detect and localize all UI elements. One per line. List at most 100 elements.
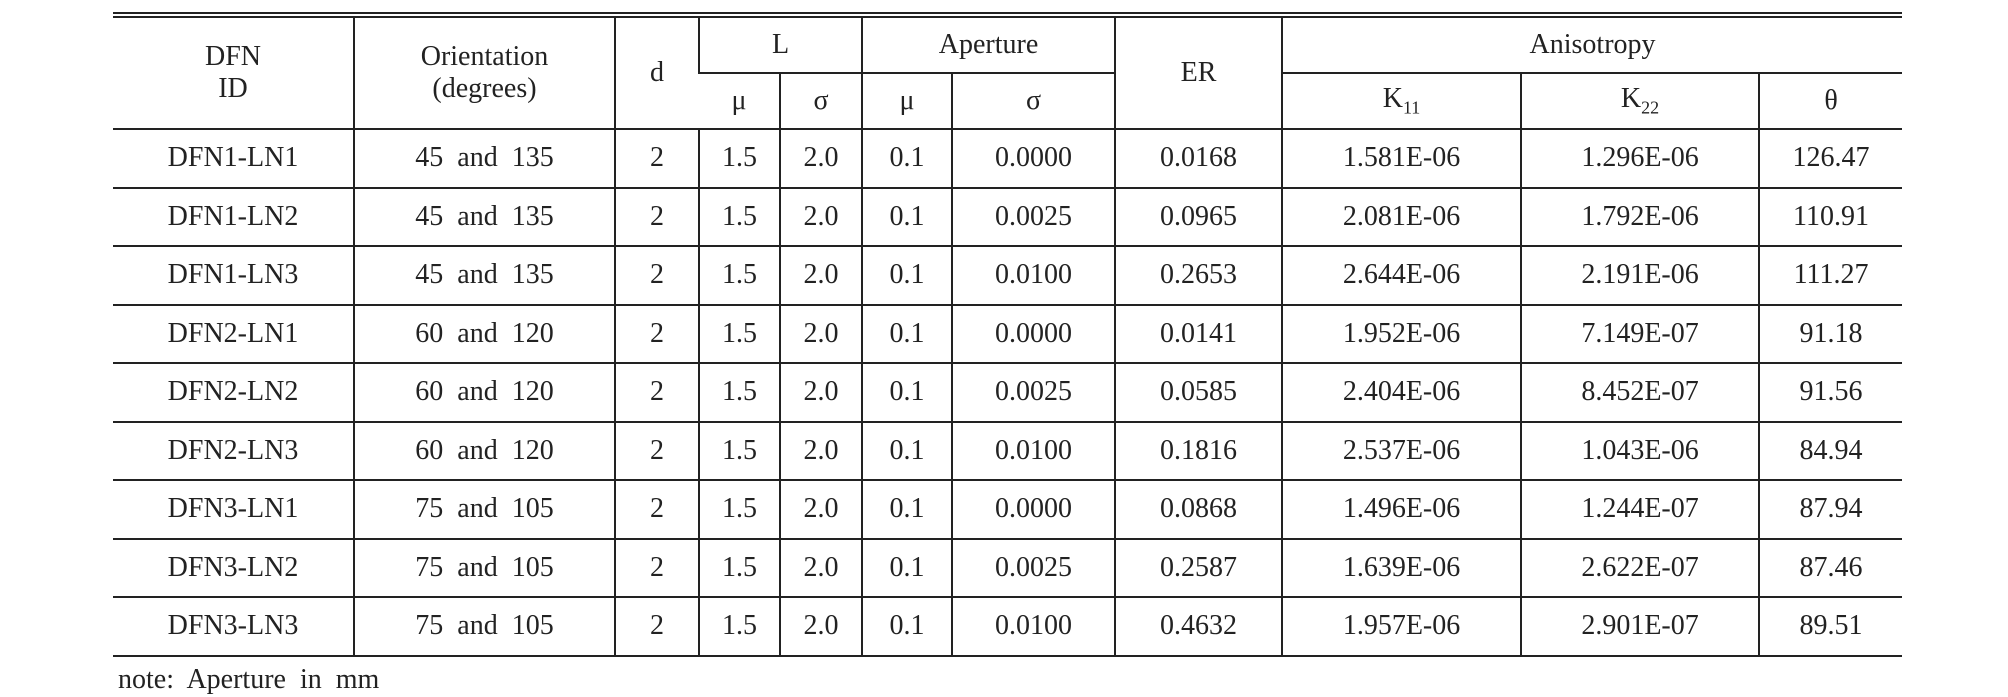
data-cell: DFN2-LN2 <box>113 363 354 423</box>
cell-text: 0.1 <box>889 376 925 408</box>
data-cell: 1.957E-06 <box>1281 597 1522 657</box>
data-cell: 2.0 <box>778 246 863 306</box>
data-cell: 0.0100 <box>951 421 1116 481</box>
data-cell: 1.5 <box>698 597 780 657</box>
data-cell: 89.51 <box>1758 597 1903 657</box>
data-row: DFN1-LN2 45 and 135 2 1.5 2.0 0.1 0.0025 0.0965… <box>113 187 1903 247</box>
cell-text: 2 <box>650 434 664 466</box>
cell-text: 2.0 <box>803 551 839 583</box>
data-cell: 0.2587 <box>1114 538 1283 598</box>
cell-text: 45 and 135 <box>415 259 554 291</box>
data-cell: 0.1 <box>861 304 953 364</box>
cell-text: 45 and 135 <box>415 200 554 232</box>
cell-text: 0.0868 <box>1160 493 1238 525</box>
header-text: σ <box>1025 85 1042 116</box>
header-cell: μ <box>699 73 780 130</box>
data-cell: 0.2653 <box>1114 246 1283 306</box>
cell-text: 89.51 <box>1799 610 1863 642</box>
cell-text: 2 <box>650 551 664 583</box>
cell-text: 8.452E-07 <box>1581 376 1699 408</box>
cell-text: 2.644E-06 <box>1342 259 1461 291</box>
data-cell: DFN1-LN2 <box>113 187 354 247</box>
cell-text: 126.47 <box>1792 142 1870 174</box>
data-cell: 91.56 <box>1758 363 1903 423</box>
data-cell: 8.452E-07 <box>1520 363 1760 423</box>
data-cell: 2 <box>614 246 699 306</box>
data-cell: 1.043E-06 <box>1520 421 1760 481</box>
header-cell: σ <box>951 73 1116 130</box>
data-cell: 2 <box>614 129 699 189</box>
cell-text: 0.1816 <box>1160 434 1238 466</box>
cell-text: 2.622E-07 <box>1581 551 1699 583</box>
cell-text: 1.5 <box>722 434 757 466</box>
header-cell: K22 <box>1520 73 1760 130</box>
cell-text: 0.0585 <box>1160 376 1238 408</box>
cell-text: 1.5 <box>722 551 757 583</box>
data-cell: 1.581E-06 <box>1281 129 1522 189</box>
cell-text: 0.1 <box>889 434 925 466</box>
data-cell: 0.1 <box>861 538 953 598</box>
data-cell: 0.0868 <box>1114 480 1283 540</box>
cell-text: 2.404E-06 <box>1342 376 1461 408</box>
cell-text: 0.1 <box>889 551 925 583</box>
data-cell: 1.5 <box>698 421 780 481</box>
data-cell: 2.0 <box>778 597 863 657</box>
cell-text: 2 <box>650 142 664 174</box>
data-cell: 75 and 105 <box>353 480 615 540</box>
cell-text: 2.191E-06 <box>1581 259 1699 291</box>
header-text: Aperture <box>938 29 1039 60</box>
data-cell: 2 <box>614 304 699 364</box>
data-cell: DFN2-LN3 <box>113 421 354 481</box>
cell-text: 1.296E-06 <box>1581 142 1699 174</box>
data-cell: 0.0000 <box>951 129 1116 189</box>
cell-text: 1.5 <box>722 200 757 232</box>
cell-text: 2 <box>650 376 664 408</box>
cell-text: 0.0000 <box>995 493 1073 525</box>
cell-text: 1.5 <box>722 317 757 349</box>
data-cell: 1.496E-06 <box>1281 480 1522 540</box>
data-cell: 1.5 <box>698 187 780 247</box>
cell-text: 0.1 <box>889 259 925 291</box>
cell-text: 0.1 <box>889 317 925 349</box>
cell-text: 1.5 <box>722 493 757 525</box>
header-base: K <box>1382 83 1403 115</box>
header-line: (degrees) <box>432 73 537 104</box>
cell-text: 1.792E-06 <box>1581 200 1699 232</box>
data-cell: 2.0 <box>778 304 863 364</box>
header-row: DFN ID Orientation (degrees) d L Aperture ER Ani… <box>113 15 1903 130</box>
data-cell: 0.0585 <box>1114 363 1283 423</box>
data-cell: 0.0100 <box>951 246 1116 306</box>
cell-text: 1.5 <box>722 610 757 642</box>
cell-text: 0.2587 <box>1160 551 1238 583</box>
data-cell: 87.46 <box>1758 538 1903 598</box>
cell-text: 1.043E-06 <box>1581 434 1699 466</box>
data-cell: 0.1 <box>861 480 953 540</box>
header-line: ID <box>218 73 248 104</box>
data-cell: 2.901E-07 <box>1520 597 1760 657</box>
data-cell: 2.537E-06 <box>1281 421 1522 481</box>
cell-text: 2 <box>650 610 664 642</box>
data-cell: 75 and 105 <box>353 538 615 598</box>
cell-text: 0.0025 <box>995 376 1073 408</box>
header-cell: L <box>697 15 863 74</box>
data-cell: 2.0 <box>778 421 863 481</box>
data-row: DFN3-LN1 75 and 105 2 1.5 2.0 0.1 0.0000 0.0868… <box>113 480 1903 540</box>
cell-text: 0.0000 <box>995 142 1073 174</box>
data-cell: 0.0025 <box>951 363 1116 423</box>
data-cell: 126.47 <box>1758 129 1903 189</box>
data-cell: 0.0000 <box>951 304 1116 364</box>
data-cell: 1.244E-07 <box>1520 480 1760 540</box>
data-row: DFN1-LN1 45 and 135 2 1.5 2.0 0.1 0.0000 0.0168… <box>113 129 1903 189</box>
cell-text: DFN3-LN3 <box>167 610 299 642</box>
cell-text: 0.0000 <box>995 317 1073 349</box>
cell-text: 0.1 <box>889 200 925 232</box>
data-cell: DFN2-LN1 <box>113 304 354 364</box>
cell-text: 87.46 <box>1799 551 1863 583</box>
data-cell: 2 <box>614 187 699 247</box>
data-cell: 2.0 <box>778 480 863 540</box>
cell-text: 0.0100 <box>995 259 1073 291</box>
data-cell: 0.1816 <box>1114 421 1283 481</box>
data-cell: DFN1-LN1 <box>113 129 354 189</box>
cell-text: 111.27 <box>1793 259 1869 291</box>
